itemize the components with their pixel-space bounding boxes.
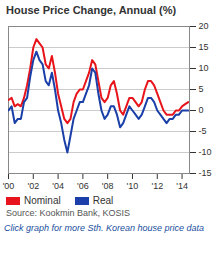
svg-text:-15: -15 [199,168,212,178]
svg-text:'02: '02 [27,181,39,191]
svg-text:15: 15 [199,42,209,52]
svg-text:-5: -5 [199,126,207,136]
html-text:Source: Kookmin Bank, KOSIS: Source: Kookmin Bank, KOSIS [6,208,131,218]
svg-text:20: 20 [199,21,209,31]
svg-text:5: 5 [199,84,204,94]
svg-text:'12: '12 [151,181,163,191]
svg-text:'06: '06 [77,181,89,191]
html-text:House Price Change, Annual (%): House Price Change, Annual (%) [6,4,177,16]
svg-text:'14: '14 [176,181,188,191]
svg-text:0: 0 [199,105,204,115]
svg-text:-10: -10 [199,147,212,157]
svg-text:10: 10 [199,63,209,73]
svg-text:'10: '10 [127,181,139,191]
html-text:Click graph for more Sth. Kore: Click graph for more Sth. Korean house p… [4,223,205,233]
svg-text:'08: '08 [102,181,114,191]
html-text:Nominal: Nominal [24,195,61,206]
html-text:Real: Real [92,195,114,206]
svg-text:'04: '04 [52,181,64,191]
svg-text:'00: '00 [3,181,15,191]
